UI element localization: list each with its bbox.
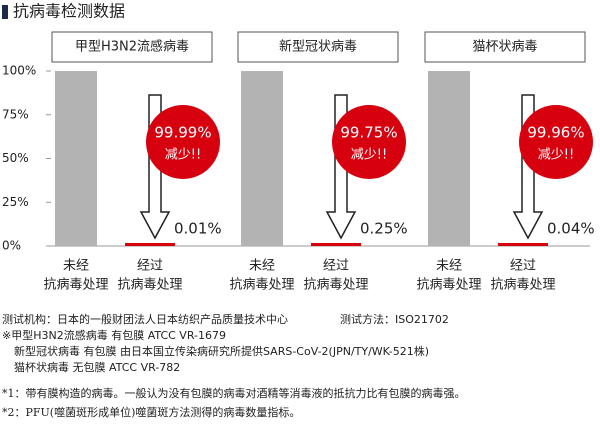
callout-text: 减少!! (538, 148, 574, 163)
panel-title-box (51, 31, 213, 63)
x-tick-label: 未经 (436, 259, 462, 274)
bar (241, 71, 283, 246)
callout (146, 105, 220, 179)
panel-title: 新型冠状病毒 (279, 39, 357, 55)
callout-text: 减少!! (351, 148, 387, 163)
note: ※甲型H3N2流感病毒 有包膜 ATCC VR-1679 (2, 328, 226, 342)
value-label: 0.01% (174, 220, 222, 238)
value-label: 0.25% (360, 220, 408, 238)
bar (428, 71, 470, 246)
x-tick-label: 经过 (137, 259, 163, 274)
x-tick-label: 抗病毒处理 (43, 278, 108, 293)
x-tick-label: 抗病毒处理 (303, 278, 368, 293)
callout-value: 99.96% (527, 124, 584, 142)
callout-value: 99.75% (340, 124, 397, 142)
value-label: 0.04% (547, 220, 595, 238)
x-tick-label: 抗病毒处理 (229, 278, 294, 293)
page-title: 抗病毒检测数据 (13, 2, 125, 21)
callout (332, 105, 406, 179)
bar (55, 71, 97, 246)
panel-title: 甲型H3N2流感病毒 (75, 39, 189, 55)
y-tick-label: 75% (2, 107, 29, 121)
note: 猫杯状病毒 无包膜 ATCC VR-782 (14, 360, 180, 374)
y-tick-label: 100% (2, 64, 36, 78)
x-tick-label: 经过 (510, 259, 536, 274)
x-tick-label: 未经 (249, 259, 275, 274)
callout-text: 减少!! (165, 148, 201, 163)
panel-title: 猫杯状病毒 (472, 40, 537, 55)
x-tick-label: 经过 (323, 259, 349, 274)
note: *1：带有膜构造的病毒。一般认为没有包膜的病毒对酒精等消毒液的抵抗力比有包膜的病… (2, 386, 466, 400)
note: 新型冠状病毒 有包膜 由日本国立传染病研究所提供SARS-CoV-2(JPN/T… (14, 344, 429, 358)
bar (125, 243, 175, 246)
note: *2：PFU(噬菌斑形成单位)噬菌斑方法测得的病毒数量指标。 (2, 405, 300, 419)
note: 测试机构：日本的一般财团法人日本纺织产品质量技术中心 (2, 312, 288, 326)
y-tick-label: 50% (2, 151, 29, 165)
panel-title-box (237, 31, 399, 63)
x-tick-label: 未经 (63, 259, 89, 274)
title-marker (2, 5, 8, 19)
bar (498, 243, 548, 246)
callout (519, 105, 593, 179)
x-tick-label: 抗病毒处理 (117, 278, 182, 293)
y-tick-label: 0% (2, 239, 21, 253)
note: 测试方法：ISO21702 (340, 312, 449, 326)
y-tick-label: 25% (2, 195, 29, 209)
callout-value: 99.99% (154, 124, 211, 142)
bar (311, 243, 361, 246)
x-tick-label: 抗病毒处理 (490, 278, 555, 293)
x-tick-label: 抗病毒处理 (416, 278, 481, 293)
panel-title-box (424, 31, 586, 63)
